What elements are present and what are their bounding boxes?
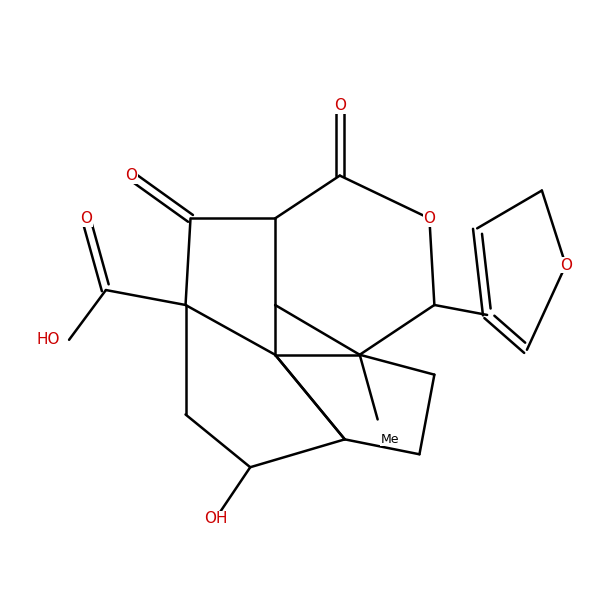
Text: O: O (424, 211, 436, 226)
Text: O: O (125, 168, 137, 183)
Text: Me: Me (380, 433, 399, 446)
Text: OH: OH (203, 511, 227, 526)
Text: HO: HO (37, 332, 60, 347)
Text: O: O (560, 257, 572, 272)
Text: O: O (334, 98, 346, 113)
Text: O: O (80, 211, 92, 226)
